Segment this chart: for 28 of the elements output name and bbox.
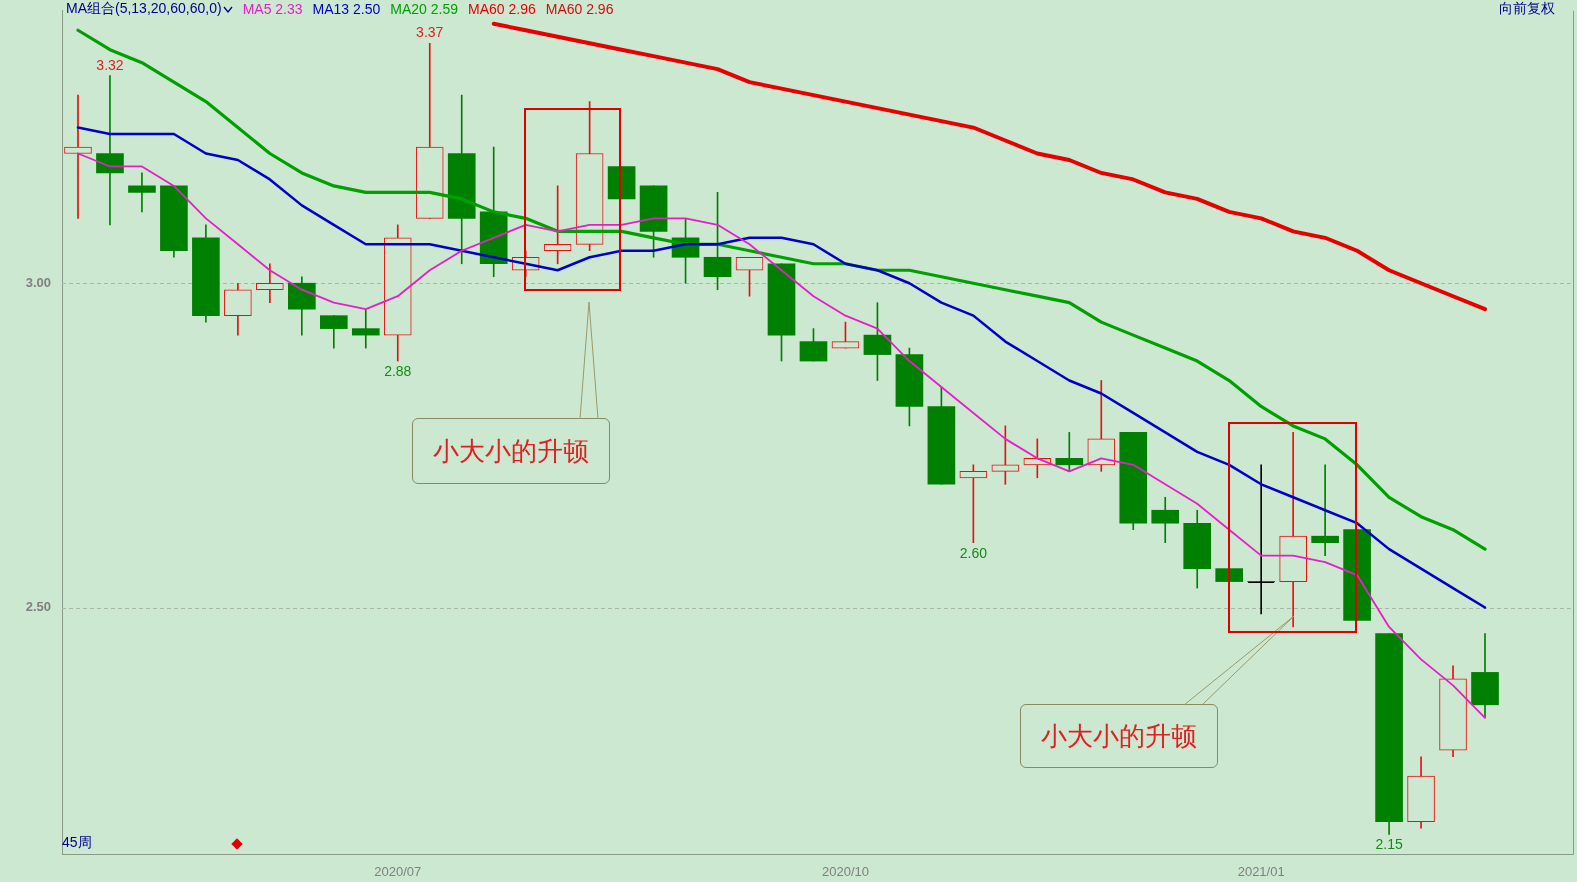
text: 2.88 — [384, 362, 412, 379]
text: 2.60 — [959, 544, 987, 561]
text: MA20 2.59 — [390, 1, 459, 17]
candlestick — [1055, 432, 1084, 472]
text: MA5 2.33 — [242, 1, 303, 17]
candlestick — [351, 308, 380, 349]
text: 3.37 — [416, 24, 444, 41]
legend-title: MA组合(5,13,20,60,60,0) — [66, 0, 222, 18]
candlestick — [256, 263, 284, 304]
annotation: 小大小的升顿 — [1020, 704, 1218, 768]
text: 3.32 — [96, 56, 124, 73]
text: MA13 2.50 — [312, 1, 381, 17]
series-label: MA60 2.96 — [468, 1, 536, 17]
y-tick-label: 2.50 — [25, 599, 51, 615]
x-tick-label: 2020/10 — [821, 864, 869, 880]
x-tick-label: 2020/07 — [374, 864, 422, 880]
annotation: 小大小的升顿 — [412, 418, 610, 484]
annotation: 45周 — [62, 834, 92, 852]
candlestick — [1279, 432, 1307, 628]
candlestick — [96, 75, 124, 226]
annotation: 向前复权 — [1499, 0, 1555, 18]
annotation: MA60 2.96 — [545, 1, 614, 17]
candlestick — [1247, 464, 1275, 615]
x-tick-label: 2021/01 — [1237, 864, 1285, 880]
candlestick — [1311, 464, 1339, 556]
text: 2.15 — [1375, 836, 1403, 853]
candlestick — [128, 172, 156, 213]
y-tick-label: 3.00 — [25, 274, 51, 290]
